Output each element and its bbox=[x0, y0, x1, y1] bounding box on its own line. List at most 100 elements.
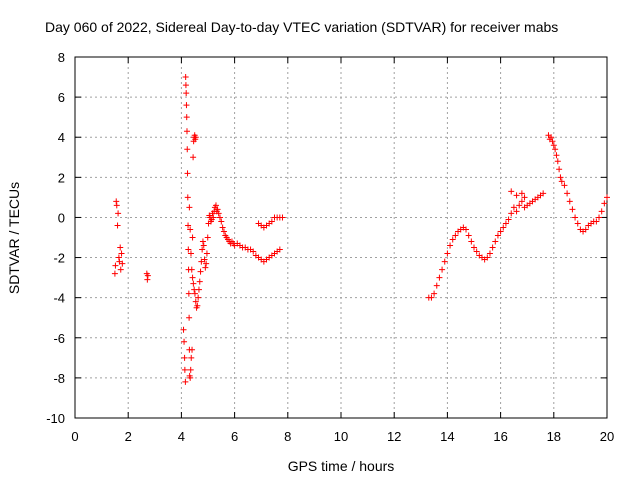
data-point bbox=[601, 200, 608, 207]
data-point bbox=[185, 222, 192, 229]
data-point bbox=[196, 278, 203, 285]
data-point bbox=[190, 280, 197, 287]
data-point bbox=[452, 232, 459, 239]
data-point bbox=[508, 210, 515, 217]
data-point bbox=[449, 236, 456, 243]
data-point bbox=[192, 298, 199, 305]
x-tick-label: 8 bbox=[284, 429, 291, 444]
data-point bbox=[144, 276, 151, 283]
data-point bbox=[181, 354, 188, 361]
data-point bbox=[199, 246, 206, 253]
y-tick-label: -6 bbox=[53, 331, 65, 346]
data-point bbox=[500, 224, 507, 231]
data-point bbox=[111, 270, 118, 277]
data-point bbox=[220, 228, 227, 235]
data-point bbox=[497, 228, 504, 235]
y-tick-label: 8 bbox=[58, 50, 65, 65]
tick-labels: 0 2 4 6 8 10 12 14 16 18 20 -10 -8 -6 -4 -2 0 2 4 6 8 bbox=[46, 50, 614, 444]
x-tick-label: 0 bbox=[71, 429, 78, 444]
data-point bbox=[516, 202, 523, 209]
data-point bbox=[593, 218, 600, 225]
data-point bbox=[279, 214, 286, 221]
data-point bbox=[117, 266, 124, 273]
data-point bbox=[428, 294, 435, 301]
data-point bbox=[181, 366, 188, 373]
data-point bbox=[250, 248, 257, 255]
data-point bbox=[200, 242, 207, 249]
data-point bbox=[189, 274, 196, 281]
data-point bbox=[112, 262, 119, 269]
data-point bbox=[558, 178, 565, 185]
data-point bbox=[598, 208, 605, 215]
data-point bbox=[518, 198, 525, 205]
data-point bbox=[216, 214, 223, 221]
data-point bbox=[197, 268, 204, 275]
data-point bbox=[518, 190, 525, 197]
data-point bbox=[199, 238, 206, 245]
x-tick-label: 12 bbox=[387, 429, 401, 444]
x-tick-label: 20 bbox=[600, 429, 614, 444]
data-point bbox=[195, 286, 202, 293]
data-point bbox=[115, 210, 122, 217]
data-point bbox=[431, 290, 438, 297]
x-tick-label: 18 bbox=[547, 429, 561, 444]
chart-title: Day 060 of 2022, Sidereal Day-to-day VTE… bbox=[45, 19, 558, 35]
data-point bbox=[189, 346, 196, 353]
x-tick-label: 4 bbox=[178, 429, 185, 444]
y-tick-label: 2 bbox=[58, 170, 65, 185]
data-point bbox=[186, 204, 193, 211]
data-point bbox=[198, 258, 205, 265]
data-point bbox=[441, 258, 448, 265]
data-point bbox=[144, 272, 151, 279]
data-point bbox=[182, 82, 189, 89]
data-point bbox=[604, 194, 610, 201]
data-point bbox=[553, 152, 560, 159]
data-point bbox=[181, 338, 188, 345]
data-point bbox=[439, 266, 446, 273]
data-point bbox=[548, 134, 555, 141]
data-point bbox=[502, 220, 509, 227]
data-point bbox=[184, 194, 191, 201]
data-point bbox=[492, 238, 499, 245]
data-point bbox=[556, 166, 563, 173]
data-point bbox=[183, 102, 190, 109]
data-point bbox=[188, 354, 195, 361]
data-point bbox=[203, 250, 210, 257]
data-point bbox=[489, 244, 496, 251]
data-point bbox=[433, 282, 440, 289]
data-point bbox=[569, 206, 576, 213]
data-point bbox=[189, 234, 196, 241]
data-point bbox=[219, 224, 226, 231]
data-point bbox=[473, 248, 480, 255]
data-point bbox=[513, 192, 520, 199]
data-point bbox=[218, 218, 225, 225]
x-axis-label: GPS time / hours bbox=[288, 458, 395, 474]
data-point bbox=[115, 254, 122, 261]
data-points bbox=[111, 74, 610, 385]
data-point bbox=[119, 260, 126, 267]
y-tick-label: 4 bbox=[58, 130, 65, 145]
data-point bbox=[190, 154, 197, 161]
data-point bbox=[214, 206, 221, 213]
y-tick-label: -2 bbox=[53, 251, 65, 266]
data-point bbox=[202, 264, 209, 271]
data-point bbox=[494, 232, 501, 239]
data-point bbox=[182, 378, 189, 385]
data-point bbox=[182, 74, 189, 81]
data-point bbox=[184, 170, 191, 177]
data-point bbox=[187, 374, 194, 381]
y-tick-label: -8 bbox=[53, 371, 65, 386]
data-point bbox=[203, 260, 210, 267]
data-point bbox=[447, 242, 454, 249]
data-point bbox=[550, 142, 557, 149]
data-point bbox=[114, 222, 121, 229]
data-point bbox=[549, 138, 556, 145]
x-tick-label: 16 bbox=[493, 429, 507, 444]
data-point bbox=[552, 146, 559, 153]
data-point bbox=[436, 274, 443, 281]
data-point bbox=[484, 254, 491, 261]
data-point bbox=[557, 174, 564, 181]
data-point bbox=[561, 182, 568, 189]
